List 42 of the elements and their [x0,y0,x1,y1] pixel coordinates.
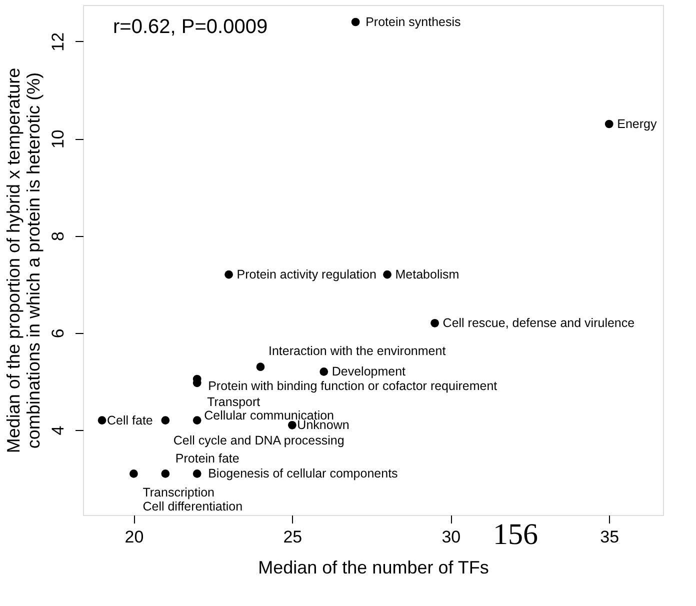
annotation: Cell differentiation [142,500,243,514]
point [224,270,233,279]
y-tick-label: 8 [48,231,68,241]
y-axis-title: Median of the proportion of hybrid x temperature combinations in which a protein is heterotic (%) [4,68,44,454]
y-tick-label: 4 [48,426,68,436]
annotation: Metabolism [395,268,460,282]
annotation: Transport [207,394,261,409]
point [320,368,328,376]
point [604,120,614,128]
y-tick-label: 6 [48,328,68,338]
point [256,362,265,372]
annotation: Cell rescue, defense and virulence [442,316,635,330]
x-tick-label: 25 [283,528,302,546]
point [351,18,360,26]
annotation: Cell cycle and DNA processing [173,433,344,448]
annotation: Energy [617,117,658,131]
annotation: Development [332,364,406,379]
point [383,270,392,279]
point [130,470,138,478]
x-tick-label: 30 [442,528,461,546]
annotation: Interaction with the environment [268,344,446,358]
point [161,416,170,424]
annotation: Cell fate [107,413,153,428]
x-axis-title: Median of the number of TFs [258,558,489,578]
point [192,470,202,478]
annotation: Transcription [142,486,215,500]
annotation: Protein activity regulation [236,268,376,282]
x-tick-label: 35 [600,528,620,546]
point [192,416,202,424]
annotation: Protein with binding function or cofactor requirement [208,379,498,393]
annotation: r=0.62, P=0.0009 [113,16,268,38]
point [161,470,170,478]
text: 156 [493,518,538,551]
point [288,420,296,430]
y-tick-label: 10 [48,130,68,149]
x-tick-label: 20 [124,528,144,546]
y-tick-label: 12 [48,32,68,52]
point [98,416,106,424]
annotation: Biogenesis of cellular components [208,466,398,481]
point [430,318,439,328]
annotation: Protein fate [175,452,240,466]
annotation: Protein synthesis [366,15,461,29]
